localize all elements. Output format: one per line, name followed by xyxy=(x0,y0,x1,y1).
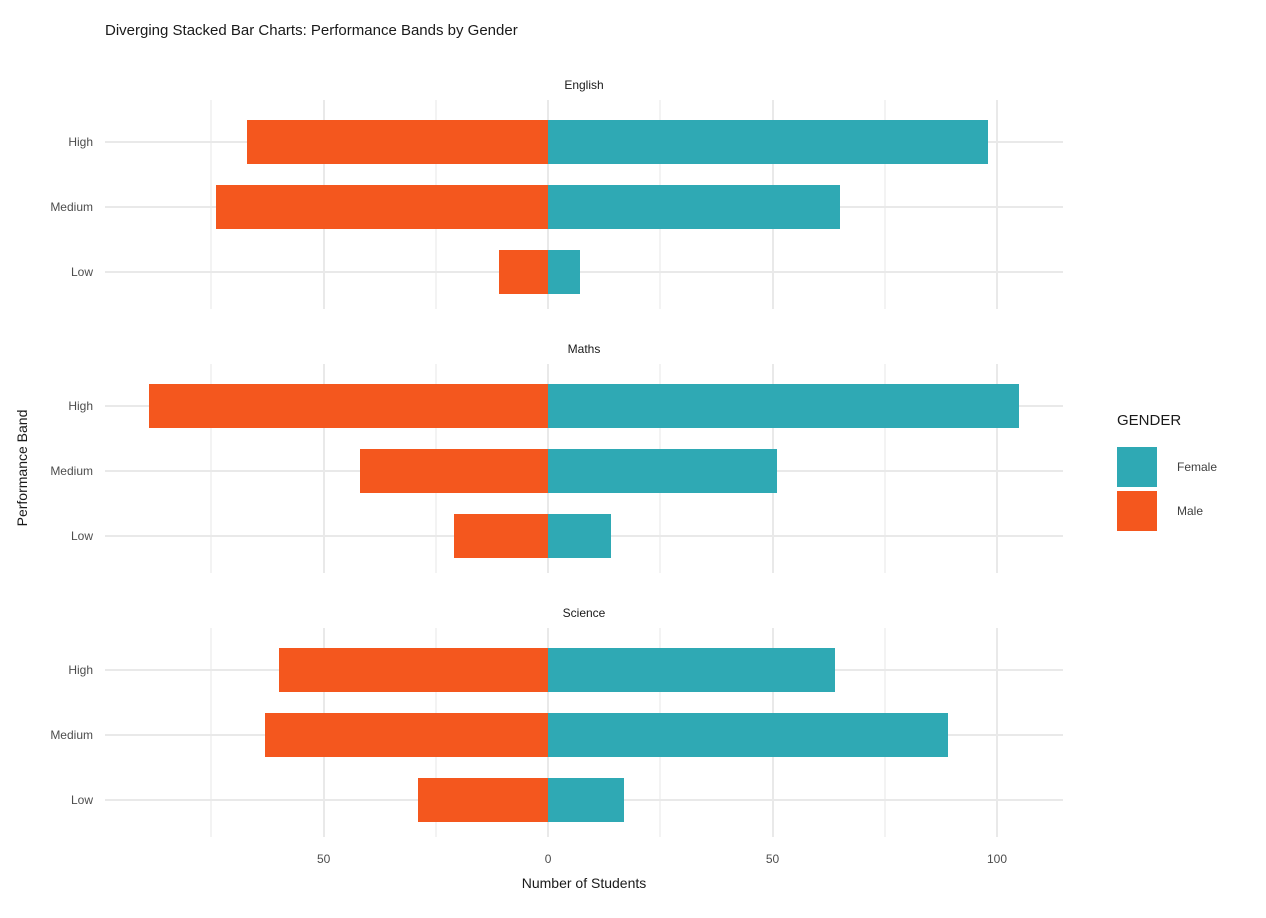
bar-male-maths-high xyxy=(148,384,549,428)
legend-label-male: Male xyxy=(1177,504,1204,518)
x-tick-label: 50 xyxy=(316,852,331,866)
y-tick-label: Medium xyxy=(50,200,93,214)
y-tick-label: Low xyxy=(70,529,93,543)
bar-male-science-medium xyxy=(265,713,549,757)
minor-gridline xyxy=(210,100,213,309)
x-tick-label: 50 xyxy=(765,852,780,866)
y-tick-label: High xyxy=(68,663,93,677)
y-tick-label: High xyxy=(68,399,93,413)
bar-male-maths-medium xyxy=(359,449,549,493)
minor-gridline xyxy=(883,100,886,309)
female-color-swatch xyxy=(1117,447,1157,487)
bar-male-english-high xyxy=(247,120,549,164)
legend-title: GENDER xyxy=(1117,412,1182,429)
facet-panel-english xyxy=(105,100,1063,309)
bar-female-english-medium xyxy=(548,185,840,229)
bar-female-english-low xyxy=(548,250,580,294)
facet-panel-maths xyxy=(105,364,1063,573)
legend-label-female: Female xyxy=(1177,460,1218,474)
facet-strip-title: Maths xyxy=(567,342,601,356)
major-gridline xyxy=(322,364,325,573)
bar-male-maths-low xyxy=(453,514,549,558)
bar-male-science-low xyxy=(417,778,549,822)
bar-male-science-high xyxy=(278,648,549,692)
bar-female-maths-high xyxy=(548,384,1020,428)
bar-female-science-high xyxy=(548,648,836,692)
major-gridline xyxy=(996,100,998,309)
y-tick-label: Low xyxy=(70,265,93,279)
bar-female-maths-medium xyxy=(548,449,778,493)
minor-gridline xyxy=(210,364,213,573)
facet-strip-title: English xyxy=(564,78,604,92)
y-tick-label: High xyxy=(68,135,93,149)
bar-male-english-low xyxy=(498,250,549,294)
row-gridline xyxy=(105,271,1063,273)
legend-item-female: Female xyxy=(1117,447,1217,487)
legend-item-male: Male xyxy=(1117,491,1217,531)
facet-panel-science xyxy=(105,628,1063,837)
male-color-swatch xyxy=(1117,491,1157,531)
y-tick-label: Medium xyxy=(50,464,93,478)
bar-male-english-medium xyxy=(215,185,549,229)
bar-female-maths-low xyxy=(548,514,611,558)
y-tick-label: Medium xyxy=(50,728,93,742)
minor-gridline xyxy=(883,364,886,573)
legend: GENDER Female Male xyxy=(1117,412,1217,535)
x-axis-title: Number of Students xyxy=(521,875,647,891)
y-tick-label: Low xyxy=(70,793,93,807)
bar-female-english-high xyxy=(548,120,989,164)
chart-title: Diverging Stacked Bar Charts: Performanc… xyxy=(105,22,518,39)
bar-female-science-low xyxy=(548,778,625,822)
major-gridline xyxy=(996,628,998,837)
x-tick-label: 100 xyxy=(986,852,1008,866)
minor-gridline xyxy=(210,628,213,837)
x-tick-label: 0 xyxy=(544,852,552,866)
bar-female-science-medium xyxy=(548,713,948,757)
major-gridline xyxy=(996,364,998,573)
facet-strip-title: Science xyxy=(562,606,606,620)
